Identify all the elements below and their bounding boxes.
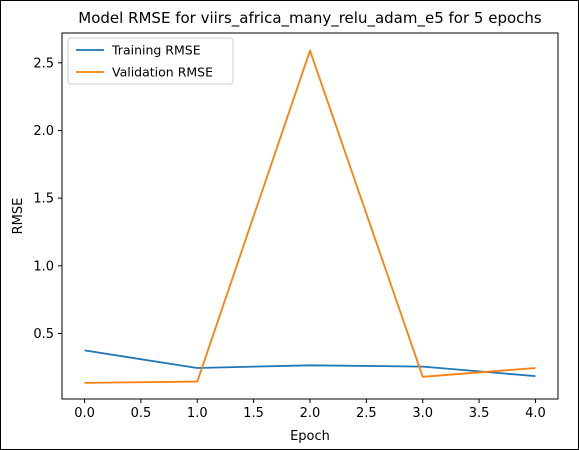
y-tick-label: 2.5 bbox=[33, 56, 54, 71]
x-tick-label: 0.0 bbox=[74, 406, 95, 421]
chart-title: Model RMSE for viirs_africa_many_relu_ad… bbox=[78, 9, 542, 28]
x-axis-label: Epoch bbox=[290, 429, 330, 444]
y-tick-label: 1.5 bbox=[33, 192, 54, 207]
x-tick-label: 0.5 bbox=[131, 406, 152, 421]
series-line-validation-rmse bbox=[84, 49, 536, 384]
legend-entry-label: Training RMSE bbox=[111, 43, 201, 58]
x-tick-label: 3.5 bbox=[469, 406, 490, 421]
x-tick-label: 1.5 bbox=[243, 406, 264, 421]
y-tick-label: 2.0 bbox=[33, 124, 54, 139]
x-tick-label: 4.0 bbox=[525, 406, 546, 421]
y-tick-label: 0.5 bbox=[33, 327, 54, 342]
legend-entry-label: Validation RMSE bbox=[112, 65, 213, 80]
legend-box bbox=[67, 37, 234, 85]
x-tick-label: 1.0 bbox=[187, 406, 208, 421]
legend: Training RMSE Validation RMSE bbox=[67, 37, 234, 85]
x-tick-label: 2.5 bbox=[356, 406, 377, 421]
series-line-training-rmse bbox=[84, 349, 536, 378]
ticks-layer: 0.0 0.5 1.0 1.5 2.0 2.5 3.0 3.5 4.0 0.5 1.0 1.5 2.0 2… bbox=[33, 56, 545, 421]
plot-area-frame bbox=[61, 32, 559, 400]
y-axis-label: RMSE bbox=[11, 198, 26, 235]
series-layer bbox=[84, 49, 536, 384]
x-tick-label: 2.0 bbox=[300, 406, 321, 421]
x-tick-label: 3.0 bbox=[412, 406, 433, 421]
y-tick-label: 1.0 bbox=[33, 259, 54, 274]
